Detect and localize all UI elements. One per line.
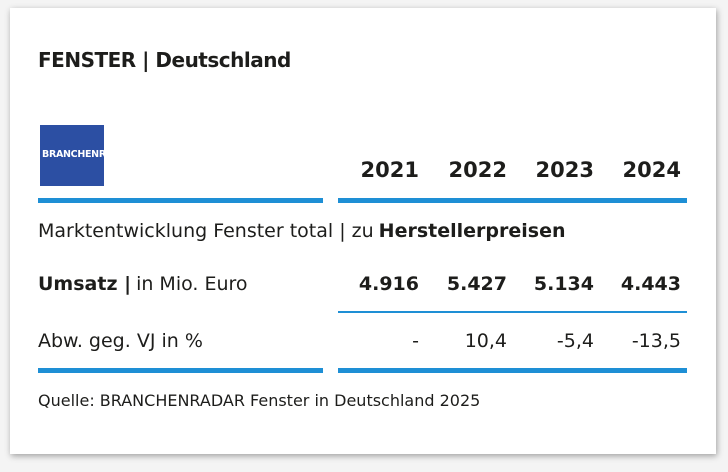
title: FENSTER | Deutschland	[38, 48, 291, 72]
card: FENSTER | Deutschland BRANCHENRADAR Mark…	[10, 8, 716, 454]
cell: 4.916	[358, 273, 419, 295]
column-header: 2021	[360, 158, 419, 182]
rule	[38, 368, 323, 373]
rule	[338, 198, 687, 203]
cell: -13,5	[631, 330, 681, 352]
cell: 10,4	[464, 330, 507, 352]
cell: -5,4	[556, 330, 594, 352]
row-label: Abw. geg. VJ in %	[38, 330, 203, 352]
section-emphasis: Herstellerpreisen	[378, 220, 566, 242]
cell: 5.427	[446, 273, 507, 295]
column-header: 2022	[448, 158, 507, 182]
row-label-part: in Mio. Euro	[136, 273, 248, 295]
rule	[338, 311, 687, 313]
rule	[38, 198, 323, 203]
rule	[338, 368, 687, 373]
row-label-part: Abw. geg. VJ in %	[38, 330, 203, 352]
logo-text: BRANCHENRADAR	[42, 149, 135, 160]
logo: BRANCHENRADAR	[40, 125, 135, 186]
row-label-part: Umsatz |	[38, 273, 132, 295]
cell: -	[412, 330, 419, 352]
cell: 4.443	[620, 273, 681, 295]
column-header: 2023	[535, 158, 594, 182]
column-header: 2024	[622, 158, 681, 182]
row-label: Umsatz | in Mio. Euro	[38, 273, 248, 295]
source: Quelle: BRANCHENRADAR Fenster in Deutsch…	[38, 391, 481, 410]
section-text: Marktentwicklung Fenster total | zu	[38, 220, 374, 242]
cell: 5.134	[533, 273, 594, 295]
section-title: Marktentwicklung Fenster total | zu Herst…	[38, 220, 565, 242]
